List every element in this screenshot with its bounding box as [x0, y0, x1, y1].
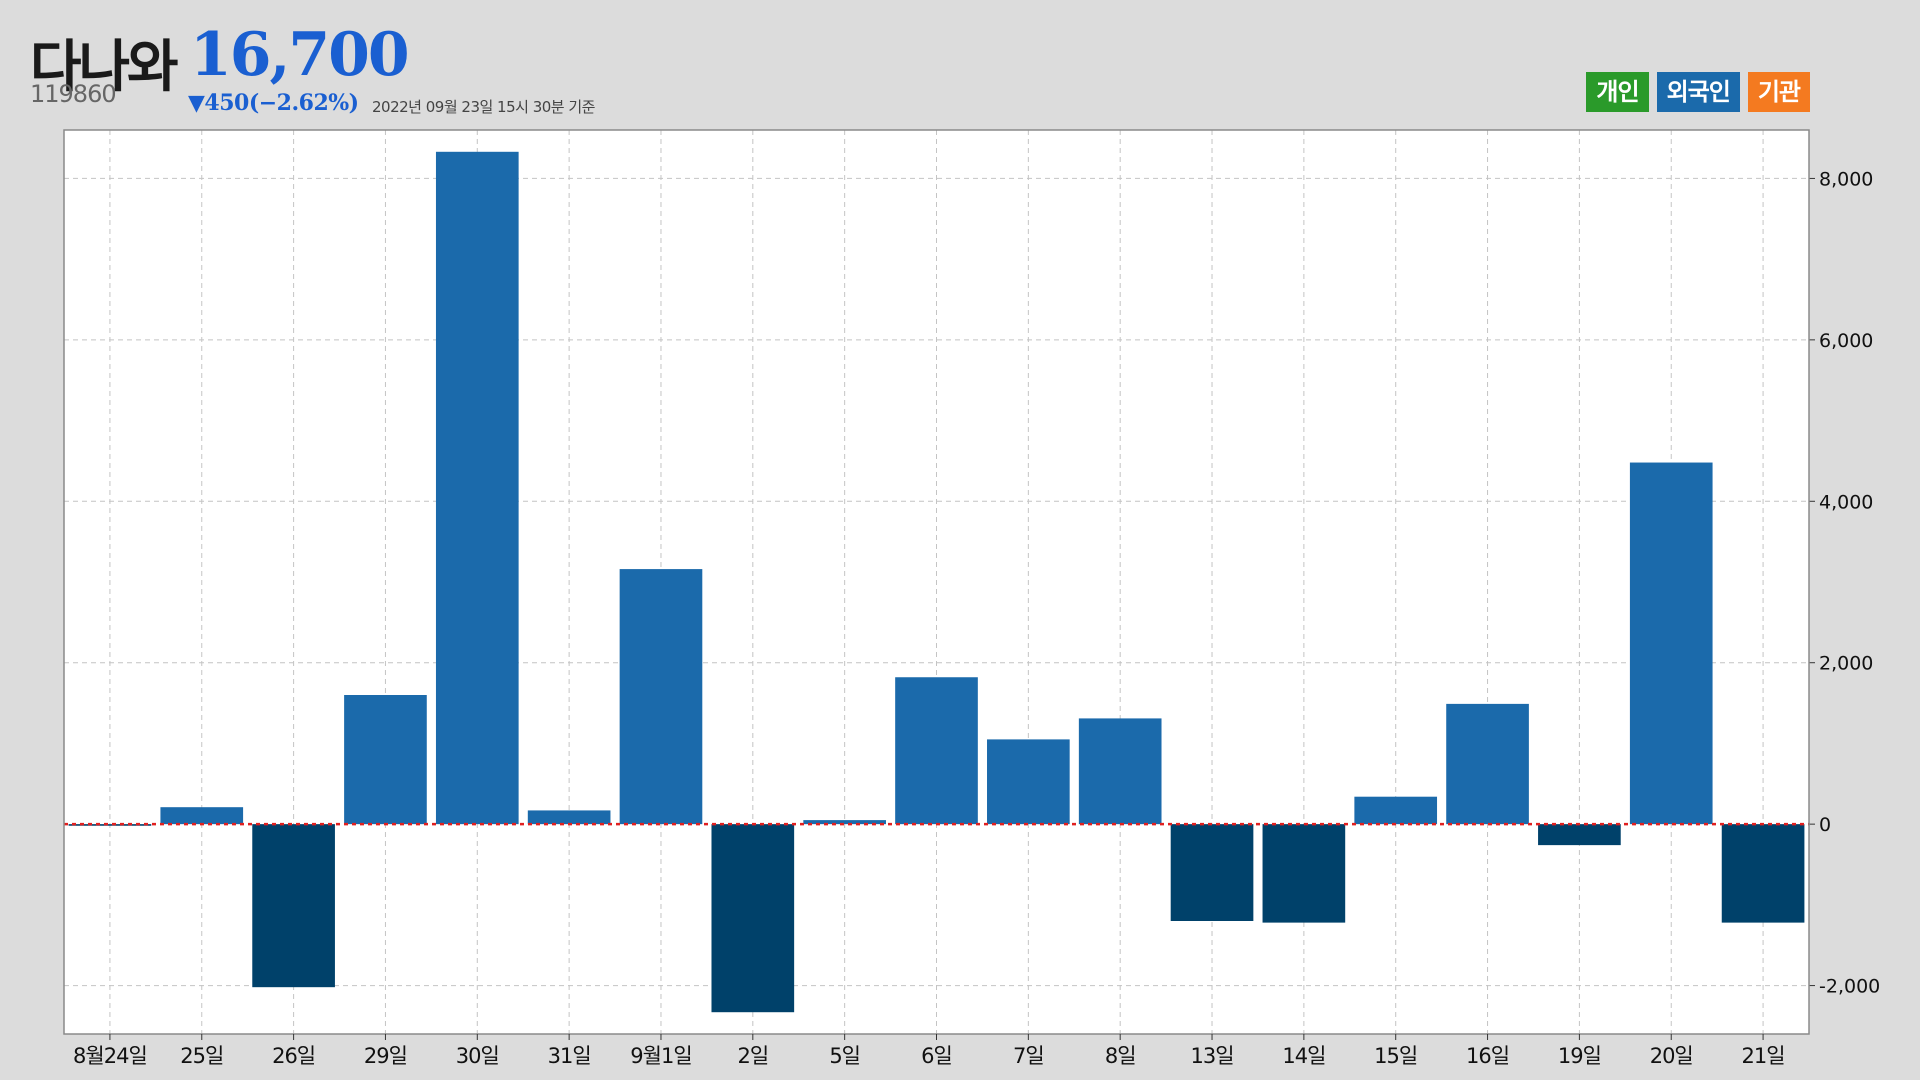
x-tick-label: 7일 [1013, 1044, 1044, 1068]
y-tick-label: 0 [1819, 814, 1831, 836]
bar [1538, 824, 1621, 846]
x-tick-label: 13일 [1191, 1044, 1234, 1068]
bar [1262, 824, 1346, 923]
bar [987, 739, 1070, 825]
legend-foreign[interactable]: 외국인 [1656, 72, 1740, 112]
x-tick-label: 15일 [1374, 1044, 1417, 1068]
x-tick-label: 8월24일 [73, 1044, 147, 1068]
bar [344, 695, 427, 825]
x-tick-label: 6일 [921, 1044, 952, 1068]
bar [1354, 796, 1438, 825]
x-tick-label: 30일 [456, 1044, 499, 1068]
x-tick-label: 21일 [1742, 1044, 1785, 1068]
y-tick-label: 6,000 [1819, 330, 1873, 352]
stock-code: 119860 [30, 80, 117, 108]
x-tick-label: 29일 [364, 1044, 407, 1068]
bar [895, 677, 978, 825]
bar [1629, 462, 1713, 825]
bar [1446, 703, 1529, 825]
x-tick-label: 26일 [272, 1044, 315, 1068]
price-change: ▼450(−2.62%) [188, 90, 359, 116]
x-tick-label: 19일 [1558, 1044, 1601, 1068]
bar [527, 810, 611, 825]
bar [619, 569, 703, 825]
x-tick-label: 14일 [1282, 1044, 1325, 1068]
bar [160, 807, 244, 825]
bar [1170, 824, 1254, 921]
stock-header: 다나와 16,700 119860 ▼450(−2.62%) 2022년 09월… [0, 0, 1920, 128]
as-of-timestamp: 2022년 09월 23일 15시 30분 기준 [372, 98, 595, 116]
legend-institution[interactable]: 기관 [1747, 72, 1810, 112]
bar [1721, 824, 1805, 923]
x-tick-label: 20일 [1650, 1044, 1693, 1068]
bar [435, 151, 519, 825]
y-tick-label: 4,000 [1819, 491, 1873, 513]
bar [68, 824, 152, 826]
y-tick-label: -2,000 [1819, 976, 1880, 998]
y-tick-label: 2,000 [1819, 653, 1873, 675]
x-tick-label: 31일 [548, 1044, 591, 1068]
x-tick-label: 2일 [737, 1044, 768, 1068]
x-tick-label: 25일 [180, 1044, 223, 1068]
bar [711, 824, 795, 1013]
bar [252, 824, 335, 988]
bar [1078, 718, 1162, 825]
investor-legend: 개인 외국인 기관 [1586, 72, 1810, 112]
stock-price: 16,700 [190, 20, 410, 90]
legend-individual[interactable]: 개인 [1586, 72, 1649, 112]
y-tick-label: 8,000 [1819, 168, 1873, 190]
bar [803, 820, 886, 825]
stock-name: 다나와 [30, 35, 179, 100]
x-tick-label: 5일 [829, 1044, 860, 1068]
x-tick-label: 9월1일 [630, 1044, 691, 1068]
x-tick-label: 8일 [1105, 1044, 1136, 1068]
x-tick-label: 16일 [1466, 1044, 1509, 1068]
